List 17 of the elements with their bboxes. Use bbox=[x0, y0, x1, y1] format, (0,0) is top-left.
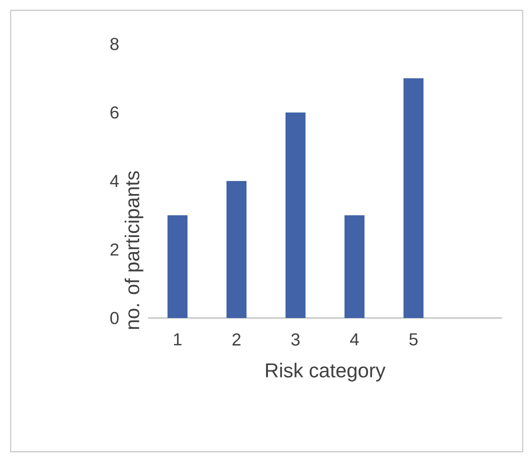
y-tick-label: 0 bbox=[110, 312, 119, 324]
x-axis-title: Risk category bbox=[266, 362, 386, 382]
bar bbox=[168, 215, 188, 318]
y-tick-label: 8 bbox=[110, 38, 119, 50]
y-tick-label: 4 bbox=[110, 175, 119, 187]
x-tick-label: 5 bbox=[409, 333, 418, 346]
x-tick-label: 4 bbox=[350, 333, 359, 346]
bar bbox=[403, 78, 424, 318]
bar bbox=[286, 112, 306, 318]
y-tick-label: 2 bbox=[110, 243, 118, 256]
y-tick-label: 6 bbox=[110, 106, 119, 119]
bar bbox=[344, 215, 364, 318]
y-axis-title: no. of participants bbox=[124, 171, 144, 329]
x-tick-label: 1 bbox=[174, 333, 182, 346]
x-tick-label: 3 bbox=[291, 333, 300, 346]
x-tick-label: 2 bbox=[232, 333, 240, 346]
bar bbox=[226, 181, 246, 318]
